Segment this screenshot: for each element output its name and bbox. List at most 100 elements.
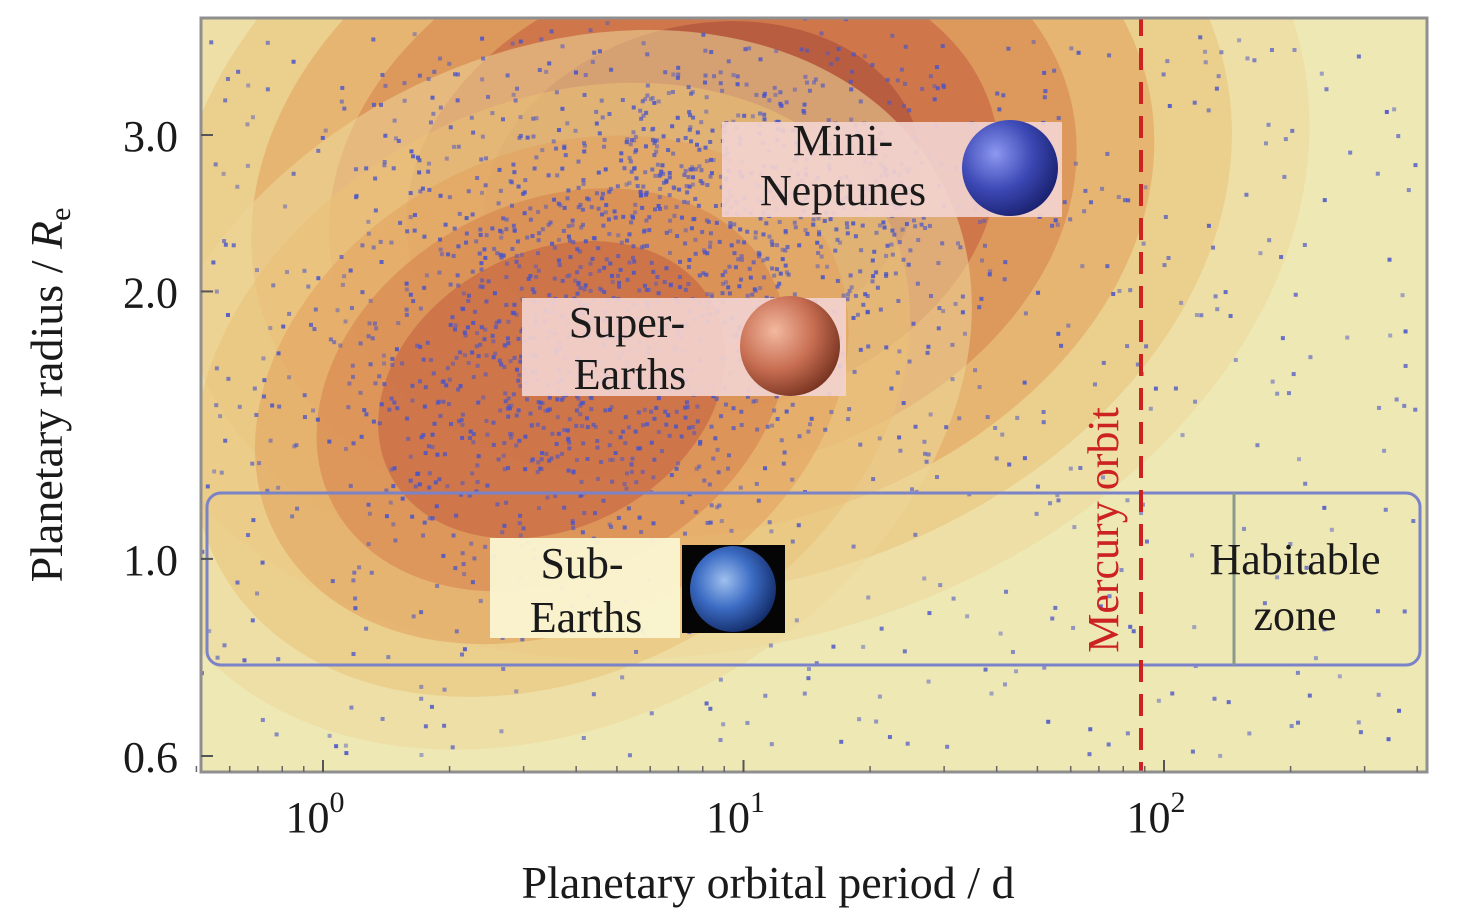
data-point — [811, 222, 816, 227]
data-point — [960, 310, 965, 315]
data-point — [518, 513, 523, 518]
data-point — [853, 293, 858, 298]
data-point — [607, 407, 612, 412]
data-point — [452, 144, 457, 149]
data-point — [747, 46, 752, 51]
data-point — [1167, 104, 1172, 109]
data-point — [482, 247, 487, 252]
data-point — [958, 245, 963, 250]
data-point — [753, 235, 758, 240]
data-point — [1089, 200, 1094, 205]
data-point — [599, 98, 604, 103]
data-point — [570, 218, 575, 223]
data-point — [960, 294, 965, 299]
data-point — [302, 415, 307, 420]
data-point — [373, 176, 378, 181]
data-point — [640, 205, 645, 210]
data-point — [501, 216, 506, 221]
data-point — [978, 219, 983, 224]
data-point — [637, 515, 642, 520]
data-point — [631, 105, 636, 110]
data-point — [728, 221, 733, 226]
data-point — [1068, 466, 1073, 471]
data-point — [683, 531, 688, 536]
data-point — [509, 403, 514, 408]
data-point — [848, 79, 853, 84]
data-point — [858, 347, 863, 352]
data-point — [1397, 708, 1402, 713]
data-point — [977, 305, 982, 310]
data-point — [664, 230, 669, 235]
data-point — [478, 598, 483, 603]
data-point — [753, 288, 758, 293]
data-point — [629, 220, 634, 225]
data-point — [578, 403, 583, 408]
data-point — [708, 240, 713, 245]
data-point — [367, 321, 372, 326]
data-point — [320, 135, 325, 140]
data-point — [703, 48, 708, 53]
data-point — [446, 402, 451, 407]
data-point — [476, 400, 481, 405]
data-point — [700, 230, 705, 235]
data-point — [582, 141, 587, 146]
data-point — [1000, 432, 1005, 437]
data-point — [261, 356, 266, 361]
data-point — [276, 485, 281, 490]
data-point — [927, 223, 932, 228]
data-point — [594, 109, 599, 114]
data-point — [546, 173, 551, 178]
data-point — [579, 225, 584, 230]
data-point — [679, 164, 684, 169]
data-point — [504, 500, 509, 505]
data-point — [1206, 108, 1211, 113]
data-point — [644, 287, 649, 292]
data-point — [390, 356, 395, 361]
data-point — [666, 413, 671, 418]
data-point — [405, 229, 410, 234]
data-point — [1402, 609, 1407, 614]
data-point — [650, 137, 655, 142]
data-point — [651, 521, 656, 526]
data-point — [575, 291, 580, 296]
data-point — [913, 224, 918, 229]
data-point — [528, 273, 533, 278]
data-point — [684, 400, 689, 405]
data-point — [257, 461, 262, 466]
data-point — [251, 518, 256, 523]
data-point — [516, 336, 521, 341]
data-point — [547, 458, 552, 463]
data-point — [582, 92, 587, 97]
data-point — [364, 166, 369, 171]
data-point — [589, 407, 594, 412]
data-point — [514, 312, 519, 317]
data-point — [1214, 86, 1219, 91]
data-point — [764, 295, 769, 300]
data-point — [1282, 174, 1287, 179]
data-point — [560, 397, 565, 402]
data-point — [1275, 575, 1280, 580]
data-point — [823, 427, 828, 432]
x-tick-label: 102 — [1127, 786, 1186, 842]
data-point — [723, 280, 728, 285]
data-point — [951, 596, 956, 601]
data-point — [505, 73, 510, 78]
data-point — [412, 213, 417, 218]
data-point — [313, 307, 318, 312]
data-point — [479, 267, 484, 272]
data-point — [644, 110, 649, 115]
data-point — [874, 719, 879, 724]
data-point — [902, 81, 907, 86]
data-point — [697, 273, 702, 278]
data-point — [721, 722, 726, 727]
data-point — [490, 333, 495, 338]
data-point — [1192, 625, 1197, 630]
data-point — [495, 251, 500, 256]
data-point — [710, 128, 715, 133]
data-point — [877, 694, 882, 699]
data-point — [897, 349, 902, 354]
data-point — [456, 283, 461, 288]
y-axis-label-main: Planetary radius / — [21, 249, 72, 582]
data-point — [415, 471, 420, 476]
data-point — [1100, 186, 1105, 191]
